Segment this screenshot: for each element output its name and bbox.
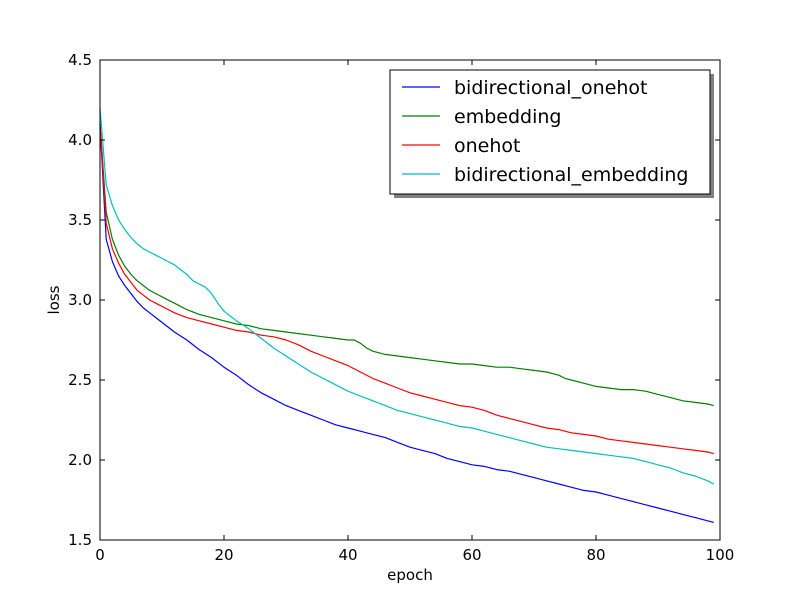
legend-box <box>389 69 711 195</box>
x-tick-label: 60 <box>462 546 481 564</box>
legend-label: bidirectional_embedding <box>454 164 688 186</box>
series-line-bidirectional_onehot <box>99 123 714 523</box>
plot-area <box>99 107 715 523</box>
x-tick-label: 40 <box>338 546 357 564</box>
x-tick-label: 0 <box>95 546 105 564</box>
series-line-onehot <box>99 123 714 455</box>
y-tick-label: 2.0 <box>68 451 92 469</box>
y-axis-title: loss <box>45 285 63 314</box>
y-tick-label: 2.5 <box>68 371 92 389</box>
legend: bidirectional_onehot embedding onehot bidir… <box>389 69 714 198</box>
legend-label: bidirectional_onehot <box>454 77 648 99</box>
x-tick-label: 100 <box>706 546 735 564</box>
series-line-bidirectional_embedding <box>99 107 715 485</box>
x-tick-label: 80 <box>586 546 605 564</box>
y-tick-label: 3.0 <box>68 291 92 309</box>
y-tick-label: 3.5 <box>68 211 92 229</box>
y-tick-label: 4.0 <box>68 131 92 149</box>
y-tick-label: 1.5 <box>68 531 92 549</box>
y-tick-label: 4.5 <box>68 51 92 69</box>
x-axis-title: epoch <box>387 566 433 584</box>
x-axis: 0 20 40 60 80 100 <box>95 60 734 564</box>
series-line-embedding <box>99 123 714 407</box>
y-axis: 1.5 2.0 2.5 3.0 3.5 4.0 4.5 <box>68 51 720 549</box>
x-tick-label: 20 <box>214 546 233 564</box>
legend-label: onehot <box>454 135 520 157</box>
legend-label: embedding <box>454 106 561 128</box>
